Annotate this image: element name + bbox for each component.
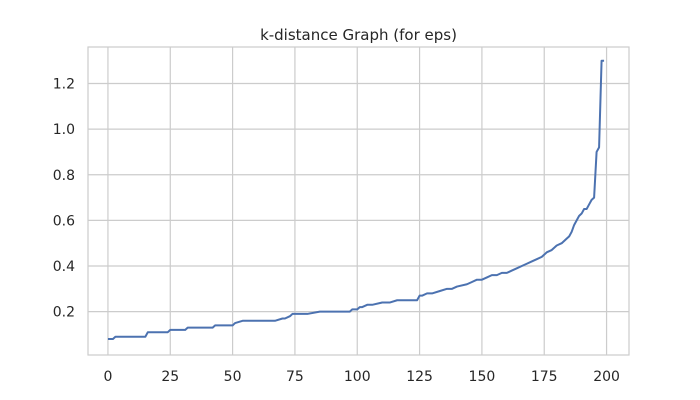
y-tick-label: 0.8 bbox=[53, 168, 75, 184]
x-tick-label: 0 bbox=[103, 369, 112, 385]
x-tick-label: 25 bbox=[161, 369, 179, 385]
x-tick-label: 50 bbox=[224, 369, 242, 385]
y-tick-label: 1.2 bbox=[53, 77, 75, 93]
plot-area-frame bbox=[87, 46, 630, 356]
x-tick-label: 150 bbox=[469, 369, 496, 385]
x-tick-label: 175 bbox=[531, 369, 558, 385]
y-axis-tick-labels: 0.2 0.4 0.6 0.8 1.0 1.2 bbox=[53, 77, 75, 321]
grid bbox=[88, 47, 629, 355]
k-distance-series-line bbox=[107, 59, 605, 341]
y-tick-label: 0.4 bbox=[53, 259, 75, 275]
x-tick-label: 125 bbox=[406, 369, 433, 385]
y-tick-label: 0.6 bbox=[53, 213, 75, 229]
chart-title: k-distance Graph (for eps) bbox=[260, 26, 457, 44]
x-axis-tick-labels: 0 25 50 75 100 125 150 175 200 bbox=[103, 369, 619, 385]
y-tick-label: 0.2 bbox=[53, 305, 75, 321]
x-tick-label: 200 bbox=[593, 369, 620, 385]
y-tick-label: 1.0 bbox=[53, 122, 75, 138]
x-tick-label: 100 bbox=[344, 369, 371, 385]
x-tick-label: 75 bbox=[286, 369, 304, 385]
